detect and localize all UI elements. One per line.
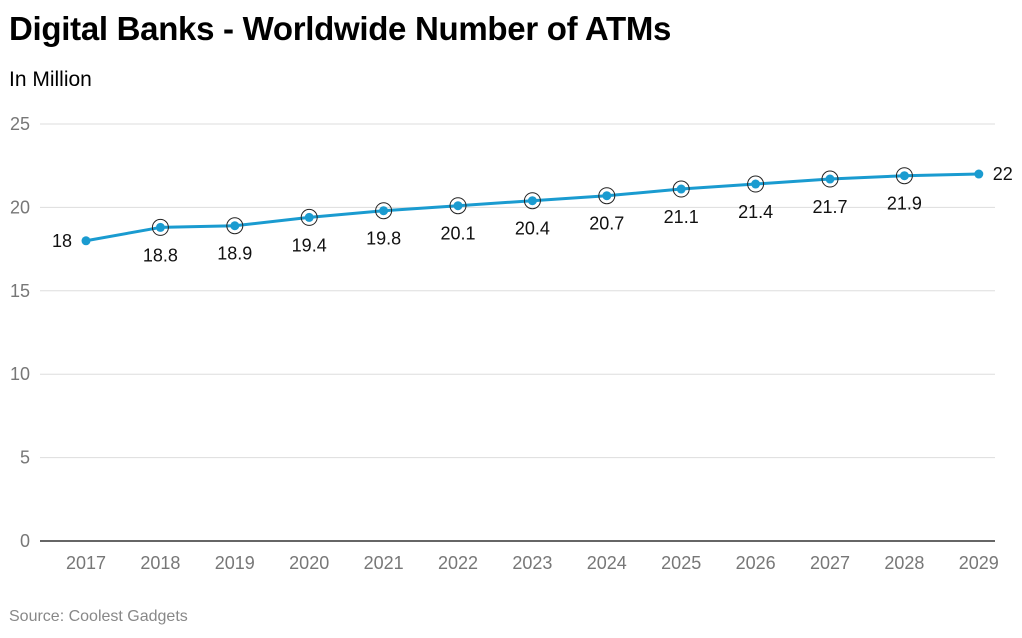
data-label: 18.9 xyxy=(217,244,252,264)
data-point-ring xyxy=(747,175,765,193)
data-label: 20.1 xyxy=(440,224,475,244)
y-tick-label: 10 xyxy=(10,364,30,384)
data-label: 18.8 xyxy=(143,245,178,265)
x-tick-label: 2026 xyxy=(736,553,776,573)
y-tick-label: 5 xyxy=(20,448,30,468)
source-note: Source: Coolest Gadgets xyxy=(9,608,188,625)
y-tick-label: 0 xyxy=(20,531,30,551)
y-tick-label: 20 xyxy=(10,197,30,217)
data-point xyxy=(81,236,91,246)
data-point-ring xyxy=(523,192,541,210)
data-point xyxy=(751,179,761,189)
data-point xyxy=(602,191,612,201)
data-label: 21.7 xyxy=(812,197,847,217)
data-label: 19.8 xyxy=(366,229,401,249)
x-tick-label: 2025 xyxy=(661,553,701,573)
x-tick-label: 2017 xyxy=(66,553,106,573)
data-point xyxy=(304,212,314,222)
x-tick-label: 2023 xyxy=(512,553,552,573)
data-point xyxy=(899,171,909,181)
data-point-ring xyxy=(821,170,839,188)
data-point-ring xyxy=(300,208,318,226)
x-tick-label: 2020 xyxy=(289,553,329,573)
x-tick-label: 2018 xyxy=(140,553,180,573)
marker-layer xyxy=(81,167,984,246)
data-label: 21.9 xyxy=(887,194,922,214)
data-label: 22 xyxy=(993,164,1013,184)
y-tick-label: 15 xyxy=(10,281,30,301)
x-tick-label: 2024 xyxy=(587,553,627,573)
data-point-ring xyxy=(598,187,616,205)
data-point xyxy=(676,184,686,194)
x-tick-label: 2027 xyxy=(810,553,850,573)
data-point-ring xyxy=(895,167,913,185)
x-tick-label: 2019 xyxy=(215,553,255,573)
data-label: 19.4 xyxy=(292,235,327,255)
data-point xyxy=(825,174,835,184)
data-point xyxy=(379,206,389,216)
data-label: 21.1 xyxy=(664,207,699,227)
chart-subtitle: In Million xyxy=(9,68,92,91)
x-tick-label: 2028 xyxy=(884,553,924,573)
y-tick-label: 25 xyxy=(10,114,30,134)
label-layer: 18 18.8 18.9 19.4 19.8 20.1 20.4 20.7 21.1 21.4 21… xyxy=(52,164,1013,265)
data-point-ring xyxy=(151,218,169,236)
data-label: 20.7 xyxy=(589,214,624,234)
data-point-ring xyxy=(449,197,467,215)
data-point xyxy=(974,169,984,179)
data-point xyxy=(527,196,537,206)
grid-layer xyxy=(40,123,995,459)
data-point-ring xyxy=(375,202,393,220)
data-point xyxy=(155,222,165,232)
data-point xyxy=(453,201,463,211)
data-point-ring xyxy=(226,217,244,235)
data-label: 18 xyxy=(52,231,72,251)
x-tick-label: 2029 xyxy=(959,553,999,573)
data-label: 21.4 xyxy=(738,202,773,222)
x-tick-label: 2021 xyxy=(364,553,404,573)
data-point-ring xyxy=(672,180,690,198)
data-label: 20.4 xyxy=(515,219,550,239)
chart-title: Digital Banks - Worldwide Number of ATMs xyxy=(9,10,672,47)
data-point xyxy=(230,221,240,231)
x-tick-label: 2022 xyxy=(438,553,478,573)
